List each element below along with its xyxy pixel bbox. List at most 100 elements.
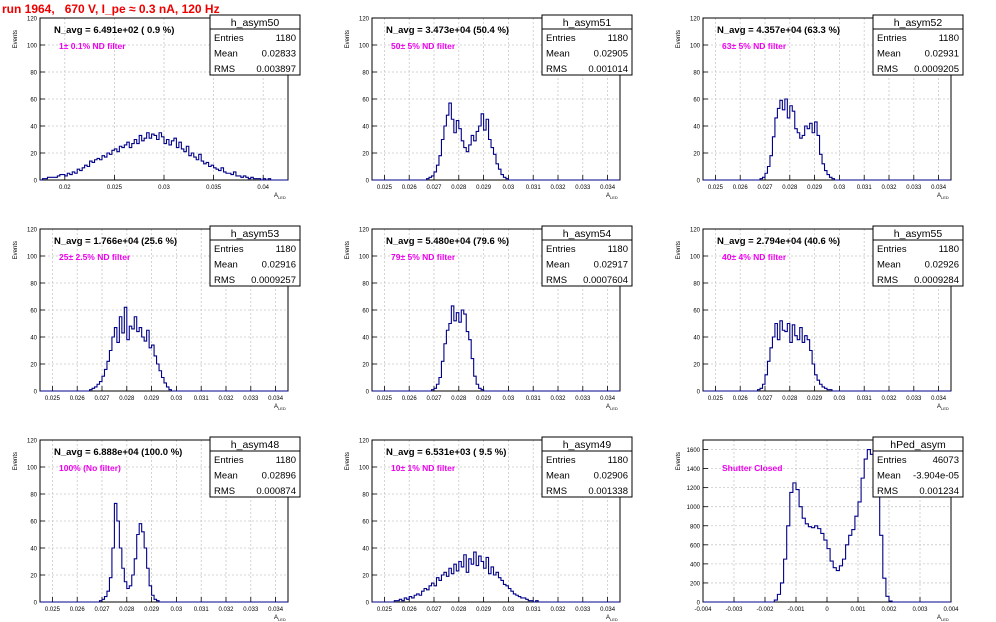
stats-key: Mean <box>877 471 901 482</box>
y-tick-label: 40 <box>693 125 700 131</box>
stats-key: RMS <box>546 64 567 75</box>
x-tick-label: 0.029 <box>807 396 823 402</box>
y-tick-label: 1600 <box>687 448 701 454</box>
stats-title: hPed_asym <box>890 439 946 451</box>
filter-annotation: 79± 5% ND filter <box>391 252 456 262</box>
n-avg-label: N_avg = 2.794e+04 (40.6 %) <box>717 236 840 247</box>
x-tick-label: 0.034 <box>600 607 616 613</box>
y-tick-label: 120 <box>27 228 38 234</box>
stats-value: 0.02833 <box>262 49 296 60</box>
stats-key: RMS <box>214 275 235 286</box>
y-tick-label: 0 <box>34 179 38 185</box>
y-axis-title: Events <box>676 241 682 259</box>
stats-key: Entries <box>214 244 244 255</box>
x-tick-label: 0.027 <box>757 185 773 191</box>
stats-value: 0.0009257 <box>251 275 296 286</box>
stats-key: Entries <box>877 33 907 44</box>
stats-key: RMS <box>214 64 235 75</box>
n-avg-label: N_avg = 6.531e+03 ( 9.5 %) <box>386 447 506 458</box>
y-tick-label: 400 <box>690 562 701 568</box>
stats-value: 1180 <box>276 33 296 44</box>
x-tick-label: 0.033 <box>906 396 922 402</box>
y-axis-title: Events <box>345 30 351 48</box>
y-tick-label: 80 <box>693 71 700 77</box>
x-tick-label: 0.03 <box>171 396 183 402</box>
y-tick-label: 1200 <box>687 486 701 492</box>
x-tick-label: 0.02 <box>59 185 71 191</box>
y-tick-label: 100 <box>359 466 370 472</box>
x-tick-label: 0.031 <box>526 607 542 613</box>
y-tick-label: 0 <box>34 390 38 396</box>
stats-value: 0.02931 <box>925 49 959 60</box>
x-tick-label: 0.029 <box>144 396 160 402</box>
y-tick-label: 120 <box>359 228 370 234</box>
filter-annotation: 63± 5% ND filter <box>722 41 787 51</box>
stats-box <box>209 14 301 76</box>
x-tick-label: 0.028 <box>119 396 135 402</box>
stats-key: Mean <box>546 471 570 482</box>
y-tick-label: 1400 <box>687 467 701 473</box>
y-tick-label: 60 <box>693 98 700 104</box>
histogram-panel-h_asym48: 0 20 40 60 80 100 120 0.025 0.026 0.027 0.028 0.029… <box>13 436 301 622</box>
y-tick-label: 80 <box>30 71 37 77</box>
x-tick-label: -0.002 <box>756 607 774 613</box>
stats-box <box>541 436 633 498</box>
y-tick-label: 100 <box>690 44 701 50</box>
stats-key: RMS <box>546 486 567 497</box>
y-tick-label: 40 <box>30 336 37 342</box>
x-tick-label: 0.034 <box>268 396 284 402</box>
stats-box <box>872 436 964 498</box>
stats-value: 0.003897 <box>256 64 296 75</box>
y-tick-label: 120 <box>27 17 38 23</box>
stats-key: RMS <box>877 486 898 497</box>
x-axis-title: ALED <box>937 193 949 200</box>
histogram-line <box>703 320 951 392</box>
x-axis-title: ALED <box>606 404 618 411</box>
histogram-panel-h_asym52: 0 20 40 60 80 100 120 0.025 0.026 0.027 0.028 0.029… <box>676 14 964 200</box>
stats-value: 1180 <box>608 455 628 466</box>
y-axis-title: Events <box>13 241 19 259</box>
stats-key: RMS <box>546 275 567 286</box>
stats-value: 0.001234 <box>919 486 959 497</box>
histogram-line <box>703 448 951 603</box>
y-tick-label: 600 <box>690 543 701 549</box>
x-tick-label: 0.031 <box>526 185 542 191</box>
x-tick-label: 0.026 <box>70 607 86 613</box>
x-tick-label: 0.033 <box>906 185 922 191</box>
x-tick-label: 0.027 <box>94 396 110 402</box>
x-tick-label: 0.03 <box>834 185 846 191</box>
y-tick-label: 20 <box>693 152 700 158</box>
x-tick-label: 0.031 <box>857 185 873 191</box>
x-tick-label: 0.032 <box>218 607 234 613</box>
x-tick-label: 0.031 <box>194 607 210 613</box>
stats-box <box>209 225 301 287</box>
y-tick-label: 100 <box>27 44 38 50</box>
y-tick-label: 60 <box>30 98 37 104</box>
x-tick-label: 0.029 <box>476 185 492 191</box>
y-tick-label: 100 <box>27 255 38 261</box>
stats-value: 0.001014 <box>588 64 628 75</box>
x-tick-label: 0.031 <box>194 396 210 402</box>
n-avg-label: N_avg = 1.766e+04 (25.6 %) <box>54 236 177 247</box>
y-tick-label: 80 <box>693 282 700 288</box>
y-tick-label: 200 <box>690 581 701 587</box>
stats-key: Entries <box>877 244 907 255</box>
stats-key: Entries <box>546 33 576 44</box>
y-tick-label: 20 <box>362 574 369 580</box>
filter-annotation: Shutter Closed <box>722 463 782 473</box>
x-tick-label: 0.026 <box>733 396 749 402</box>
x-tick-label: 0.004 <box>943 607 959 613</box>
x-tick-label: 0.034 <box>931 396 947 402</box>
stats-key: Entries <box>546 455 576 466</box>
y-axis-title: Events <box>676 30 682 48</box>
stats-value: 1180 <box>939 33 959 44</box>
stats-value: 1180 <box>608 33 628 44</box>
y-tick-label: 60 <box>362 98 369 104</box>
x-tick-label: 0.025 <box>377 185 393 191</box>
x-tick-label: 0.026 <box>70 396 86 402</box>
y-tick-label: 80 <box>30 282 37 288</box>
x-tick-label: 0.03 <box>503 396 515 402</box>
n-avg-label: N_avg = 6.491e+02 ( 0.9 %) <box>54 25 174 36</box>
y-tick-label: 100 <box>359 44 370 50</box>
x-tick-label: 0.03 <box>503 185 515 191</box>
